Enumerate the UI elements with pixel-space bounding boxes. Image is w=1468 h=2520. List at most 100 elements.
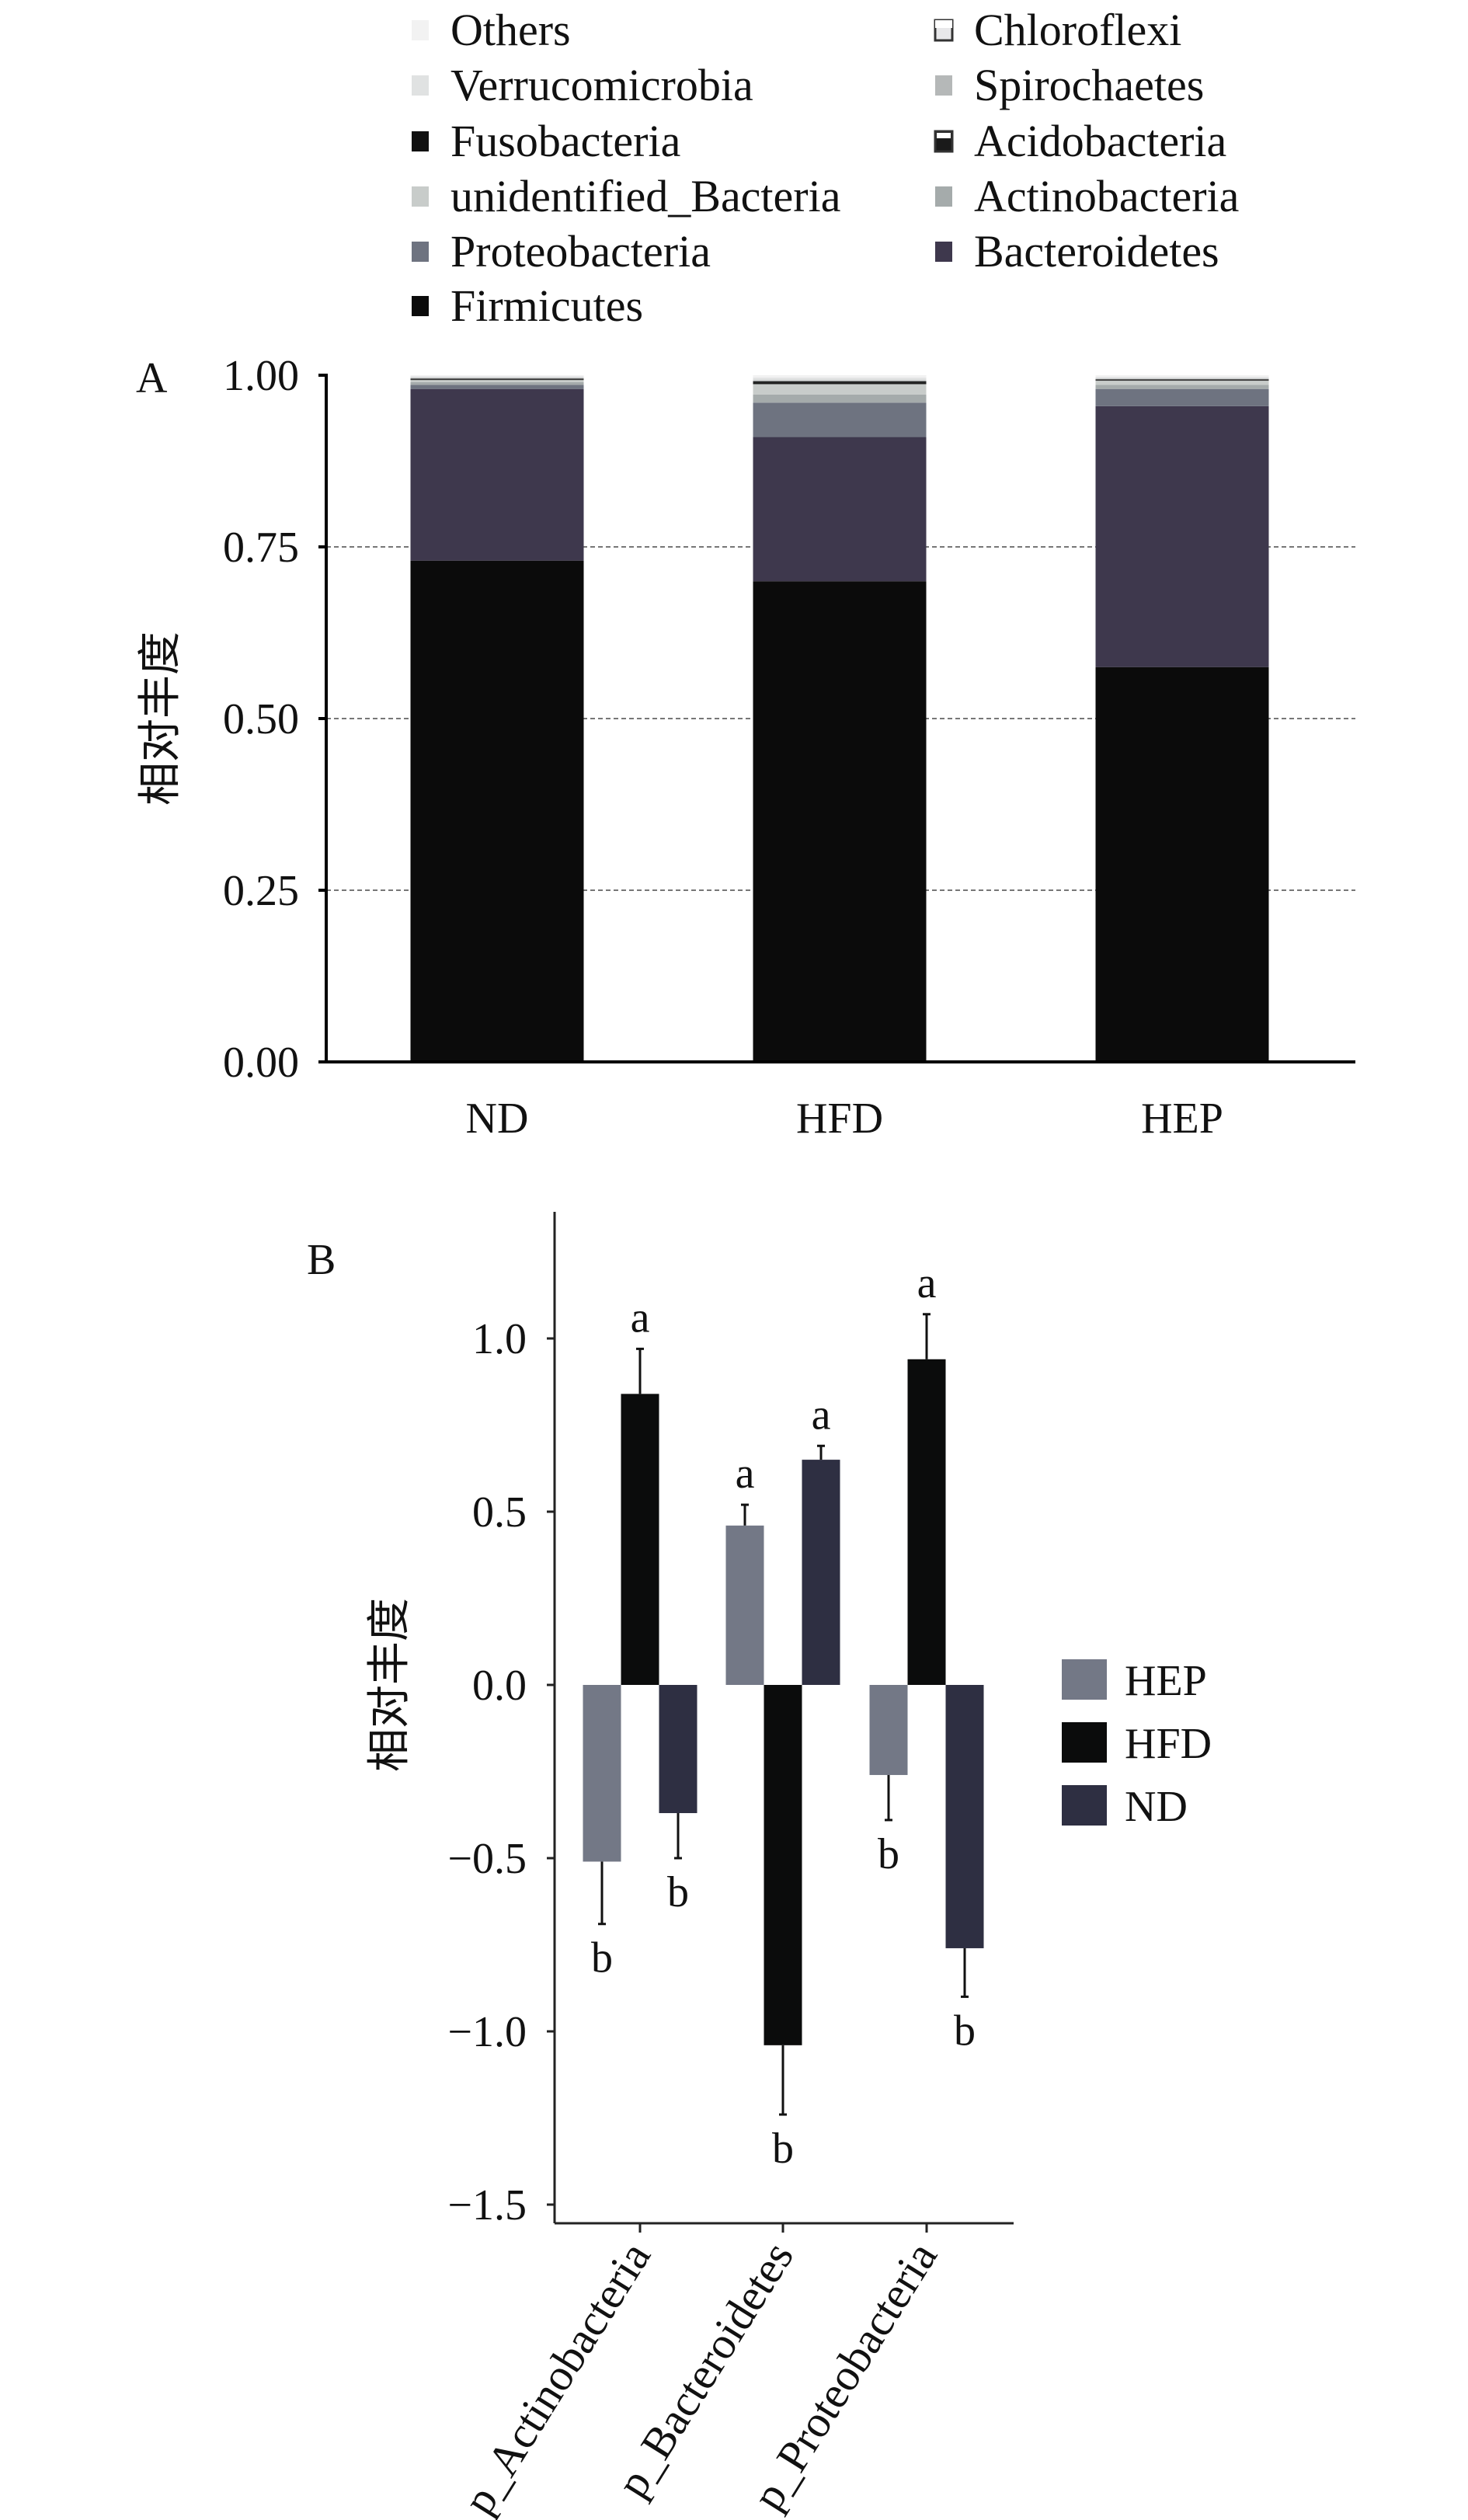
bar-segment-bacteroidetes — [753, 437, 927, 582]
legend-swatch — [1062, 1785, 1107, 1826]
chart-a: Others Chloroflexi Verrucomicrobia Spirocha… — [136, 5, 1355, 1143]
bar-segment-others — [1095, 375, 1269, 377]
y-tick-label: −1.5 — [447, 2181, 527, 2229]
bar-nd — [802, 1460, 840, 1685]
y-tick-label: −1.0 — [447, 2008, 527, 2056]
axes-a: ND HFD HEP 0.00 0.25 0.50 0.75 1.00 — [223, 352, 1355, 1143]
x-tick-label: HEP — [1141, 1095, 1223, 1143]
significance-letter: a — [917, 1259, 937, 1307]
legend-swatch — [935, 186, 952, 207]
legend-item: ND — [1062, 1783, 1188, 1831]
legend-item: Spirochaetes — [935, 60, 1204, 110]
significance-letter: a — [812, 1391, 831, 1439]
x-tick-label: ND — [466, 1095, 529, 1143]
legend-swatch — [412, 242, 429, 262]
legend-item: Others — [412, 5, 571, 55]
legend-label: HEP — [1125, 1657, 1207, 1705]
bar-segment-chloroflexi — [1095, 376, 1269, 378]
legend-label: Proteobacteria — [450, 226, 711, 277]
bar-segment-firmicutes — [1095, 667, 1269, 1062]
bar-segment-fusobacteria — [753, 381, 927, 383]
legend-swatch — [1062, 1722, 1107, 1763]
y-tick-label: 0.00 — [223, 1039, 299, 1087]
significance-letter: b — [772, 2125, 794, 2173]
bar-segment-others — [753, 375, 927, 378]
significance-letter: b — [591, 1934, 613, 1982]
legend-label: Bacteroidetes — [974, 226, 1219, 277]
bar-segment-acidobacteria — [753, 382, 927, 385]
significance-letter: a — [631, 1293, 650, 1342]
legend-swatch — [935, 75, 952, 96]
y-tick-label: 0.5 — [472, 1488, 527, 1537]
bar-hep — [725, 1525, 764, 1685]
bar-hfd — [764, 1685, 802, 2045]
legend-item: Fusobacteria — [412, 116, 680, 166]
y-tick-label: 0.50 — [223, 695, 299, 743]
bar-hfd — [907, 1359, 946, 1685]
bar-hep — [583, 1685, 621, 1862]
y-tick-label: 1.0 — [472, 1315, 527, 1363]
legend-item: unidentified_Bacteria — [412, 171, 840, 221]
significance-letter: b — [667, 1868, 689, 1916]
bar-segment-bacteroidetes — [410, 388, 584, 561]
bar-hep — [869, 1685, 908, 1775]
legend-item: Actinobacteria — [935, 171, 1239, 221]
legend-label: ND — [1125, 1783, 1188, 1831]
bar-segment-acidobacteria — [410, 379, 584, 381]
bar-nd — [945, 1685, 984, 1948]
bar-segment-spirochaetes — [753, 380, 927, 381]
panel-label-b: B — [307, 1236, 336, 1284]
legend-item: Bacteroidetes — [935, 226, 1219, 277]
y-axis-label-b: 相对丰度 — [366, 1598, 414, 1772]
legend-swatch — [412, 131, 429, 151]
legend-label: Acidobacteria — [974, 116, 1226, 166]
legend-label: Others — [450, 5, 571, 55]
bar-segment-unidentified-bacteria — [1095, 381, 1269, 385]
legend-swatch — [412, 75, 429, 96]
bar-segment-actinobacteria — [753, 394, 927, 403]
bar-segment-verrucomicrobia — [1095, 377, 1269, 379]
significance-letter: b — [954, 2007, 976, 2055]
panel-label-a: A — [136, 354, 168, 402]
bar-segment-others — [410, 375, 584, 376]
bar-segment-actinobacteria — [410, 381, 584, 385]
legend-a: Others Chloroflexi Verrucomicrobia Spirocha… — [412, 5, 1239, 331]
legend-item: Chloroflexi — [934, 5, 1181, 55]
y-axis-label-a: 相对丰度 — [137, 632, 185, 806]
bar-segment-firmicutes — [753, 581, 927, 1062]
bar-segment-verrucomicrobia — [753, 378, 927, 381]
y-tick-label: −0.5 — [447, 1835, 527, 1883]
legend-b: HEP HFD ND — [1062, 1657, 1212, 1831]
legend-label: HFD — [1125, 1720, 1212, 1768]
bar-segment-fusobacteria — [410, 378, 584, 380]
legend-item: Verrucomicrobia — [412, 60, 753, 110]
legend-swatch-part — [935, 20, 952, 28]
bar-segment-verrucomicrobia — [410, 376, 584, 378]
legend-label: unidentified_Bacteria — [450, 171, 840, 221]
legend-swatch — [935, 242, 952, 262]
y-tick-label: 0.0 — [472, 1662, 527, 1710]
significance-letter: b — [878, 1830, 899, 1878]
bar-segment-proteobacteria — [1095, 388, 1269, 406]
legend-label: Spirochaetes — [974, 60, 1204, 110]
bar-segment-bacteroidetes — [1095, 405, 1269, 667]
legend-label: Verrucomicrobia — [450, 60, 753, 110]
bar-segment-proteobacteria — [410, 385, 584, 389]
bar-segment-acidobacteria — [1095, 380, 1269, 381]
bar-segment-unidentified-bacteria — [410, 380, 584, 382]
bar-segment-proteobacteria — [753, 402, 927, 437]
y-tick-label: 1.00 — [223, 352, 299, 400]
bar-segment-firmicutes — [410, 560, 584, 1062]
legend-item: Acidobacteria — [934, 116, 1226, 166]
legend-label: Chloroflexi — [974, 5, 1181, 55]
legend-label: Fusobacteria — [450, 116, 680, 166]
significance-letter: a — [736, 1450, 755, 1498]
legend-item: HFD — [1062, 1720, 1212, 1768]
bars-a — [410, 375, 1269, 1062]
bar-hfd — [621, 1394, 659, 1685]
bar-segment-spirochaetes — [1095, 378, 1269, 380]
bar-segment-chloroflexi — [410, 375, 584, 377]
bar-segment-unidentified-bacteria — [753, 384, 927, 395]
